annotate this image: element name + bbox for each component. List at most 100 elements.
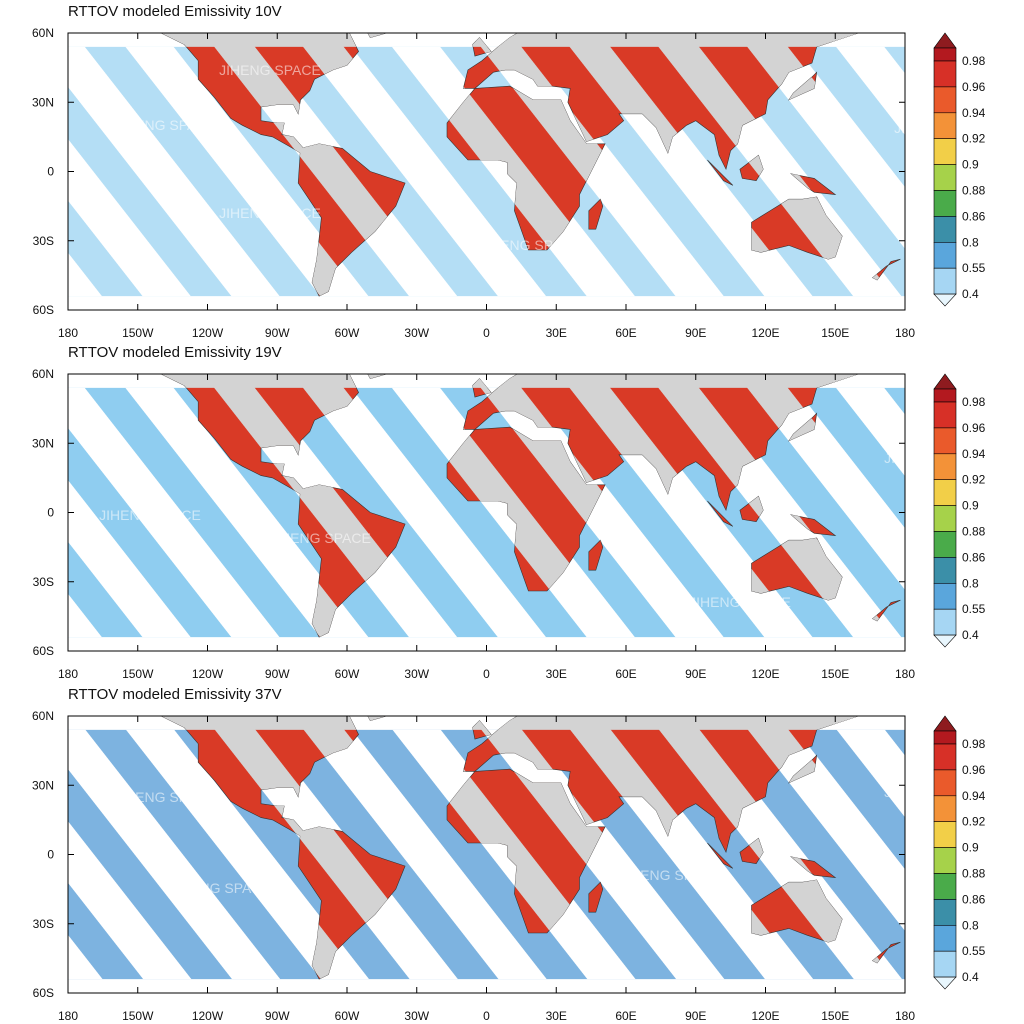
x-tick-label: 90W [265, 326, 290, 340]
watermark: JIHENG SPACE [114, 117, 216, 133]
colorbar-box [933, 388, 957, 403]
colorbar-label: 0.4 [962, 970, 979, 984]
watermark: JIHENG SPACE [479, 237, 581, 253]
colorbar-label: 0.86 [962, 892, 986, 906]
watermark: JIHENG SPACE [99, 507, 201, 523]
y-tick-label: 0 [47, 506, 54, 520]
x-tick-label: 60E [615, 326, 636, 340]
colorbar-box [933, 401, 957, 429]
x-tick-label: 60E [615, 667, 636, 681]
colorbar-box [933, 924, 957, 952]
land [367, 716, 387, 721]
colorbar-label: 0.4 [962, 287, 979, 301]
colorbar-label: 0.92 [962, 815, 986, 829]
x-tick-label: 90E [685, 667, 706, 681]
x-tick-label: 180 [895, 667, 915, 681]
x-tick-label: 120E [751, 667, 779, 681]
colorbar-box [933, 453, 957, 480]
x-tick-label: 120E [751, 326, 779, 340]
colorbar-label: 0.55 [962, 602, 986, 616]
y-tick-label: 0 [47, 165, 54, 179]
x-tick-label: 120W [192, 326, 224, 340]
plot-area [68, 374, 905, 651]
colorbar-box [933, 427, 957, 455]
y-tick-label: 30N [32, 436, 54, 450]
x-tick-label: 30W [404, 667, 429, 681]
x-tick-label: 90W [265, 1009, 290, 1023]
x-tick-label: 0 [483, 667, 490, 681]
x-tick-label: 150E [821, 667, 849, 681]
x-tick-label: 150W [122, 326, 154, 340]
panel-title: RTTOV modeled Emissivity 19V [68, 344, 282, 361]
x-tick-label: 180 [58, 667, 78, 681]
colorbar-box [933, 899, 957, 926]
colorbar-triangle [933, 634, 957, 648]
y-tick-label: 30S [33, 917, 54, 931]
x-tick-label: 150E [821, 326, 849, 340]
colorbar-box [933, 216, 957, 243]
colorbar-box [933, 873, 957, 900]
watermark: JIHENG SPACE [689, 594, 791, 610]
colorbar-box [933, 242, 957, 269]
y-tick-label: 30S [33, 575, 54, 589]
colorbar-triangle [933, 715, 957, 732]
x-tick-label: 90E [685, 1009, 706, 1023]
colorbar-label: 0.86 [962, 209, 986, 223]
watermark: JIHENG SPACE [114, 789, 216, 805]
colorbar-label: 0.92 [962, 132, 986, 146]
colorbar-label: 0.88 [962, 525, 986, 539]
colorbar-triangle [933, 293, 957, 307]
panel-title: RTTOV modeled Emissivity 10V [68, 3, 282, 20]
colorbar-label: 0.8 [962, 235, 979, 249]
x-tick-label: 180 [58, 1009, 78, 1023]
x-tick-label: 60W [335, 1009, 360, 1023]
x-tick-label: 60W [335, 326, 360, 340]
colorbar-box [933, 479, 957, 506]
land [367, 33, 387, 38]
watermark: JIHENG SPACE [169, 880, 271, 896]
colorbar-triangle [933, 32, 957, 49]
x-tick-label: 120W [192, 667, 224, 681]
colorbar-box [933, 582, 957, 610]
x-tick-label: 150E [821, 1009, 849, 1023]
x-tick-label: 0 [483, 1009, 490, 1023]
colorbar-box [933, 164, 957, 191]
x-tick-label: 120W [192, 1009, 224, 1023]
colorbar-label: 0.55 [962, 944, 986, 958]
plot-area [68, 33, 905, 310]
colorbar-label: 0.94 [962, 447, 986, 461]
colorbar-box [933, 112, 957, 140]
colorbar-box [933, 795, 957, 822]
colorbar-label: 0.96 [962, 421, 986, 435]
x-tick-label: 60W [335, 667, 360, 681]
x-tick-label: 30E [546, 326, 567, 340]
colorbar-box [933, 743, 957, 771]
y-tick-label: 60S [33, 986, 54, 1000]
colorbar-box [933, 557, 957, 584]
colorbar-label: 0.94 [962, 106, 986, 120]
plot-area [68, 716, 905, 993]
y-tick-label: 30N [32, 778, 54, 792]
colorbar-box [933, 531, 957, 558]
colorbar-box [933, 60, 957, 88]
y-tick-label: 60S [33, 303, 54, 317]
x-tick-label: 60E [615, 1009, 636, 1023]
y-tick-label: 30N [32, 95, 54, 109]
colorbar-box [933, 730, 957, 745]
colorbar-box [933, 86, 957, 114]
y-tick-label: 60N [32, 709, 54, 723]
colorbar-label: 0.86 [962, 550, 986, 564]
colorbar-box [933, 505, 957, 532]
x-tick-label: 30E [546, 667, 567, 681]
colorbar-box [933, 950, 957, 978]
x-tick-label: 30E [546, 1009, 567, 1023]
colorbar-label: 0.4 [962, 628, 979, 642]
colorbar-label: 0.9 [962, 499, 979, 513]
x-tick-label: 90E [685, 326, 706, 340]
colorbar-label: 0.98 [962, 54, 986, 68]
colorbar-label: 0.98 [962, 395, 986, 409]
